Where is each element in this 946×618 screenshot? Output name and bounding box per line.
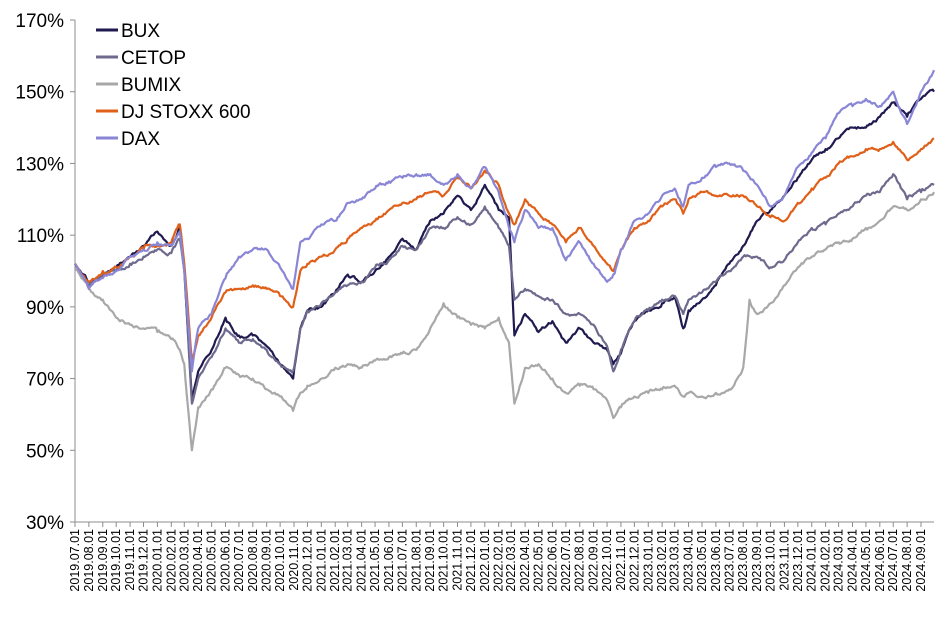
x-tick-label: 2024.08.01	[900, 529, 914, 592]
x-tick-label: 2023.04.01	[682, 529, 696, 592]
x-tick-label: 2019.08.01	[82, 529, 96, 592]
x-tick-label: 2019.10.01	[109, 529, 123, 592]
x-tick-label: 2020.12.01	[300, 529, 314, 592]
x-tick-label: 2023.06.01	[709, 529, 723, 592]
x-tick-label: 2021.01.01	[314, 529, 328, 592]
x-tick-label: 2024.01.01	[805, 529, 819, 592]
x-tick-label: 2022.09.01	[587, 529, 601, 592]
x-tick-label: 2021.05.01	[368, 529, 382, 592]
y-tick-label: 50%	[26, 441, 64, 462]
x-tick-label: 2023.02.01	[655, 529, 669, 592]
x-tick-label: 2020.07.01	[232, 529, 246, 592]
y-tick-label: 170%	[15, 11, 64, 32]
y-tick-label: 130%	[15, 154, 64, 175]
y-tick-label: 30%	[26, 513, 64, 534]
x-tick-label: 2021.02.01	[328, 529, 342, 592]
x-tick-label: 2023.12.01	[791, 529, 805, 592]
x-tick-label: 2023.09.01	[750, 529, 764, 592]
x-tick-label: 2022.10.01	[600, 529, 614, 592]
x-tick-label: 2019.07.01	[68, 529, 82, 592]
x-tick-label: 2022.03.01	[504, 529, 518, 592]
x-tick-label: 2021.06.01	[382, 529, 396, 592]
x-tick-label: 2024.09.01	[914, 529, 928, 592]
x-tick-label: 2024.04.01	[845, 529, 859, 592]
x-tick-label: 2023.05.01	[695, 529, 709, 592]
legend-label: BUMIX	[121, 75, 182, 96]
x-tick-label: 2024.03.01	[832, 529, 846, 592]
x-tick-label: 2021.11.01	[450, 529, 464, 591]
legend-label: BUX	[121, 21, 160, 42]
series-line-cetop	[74, 173, 935, 405]
x-tick-label: 2021.07.01	[395, 529, 409, 592]
x-tick-label: 2021.08.01	[409, 529, 423, 592]
x-tick-label: 2024.07.01	[886, 529, 900, 592]
x-tick-label: 2023.08.01	[736, 529, 750, 592]
series-line-bumix	[74, 191, 935, 452]
x-tick-label: 2020.01.01	[150, 529, 164, 592]
y-tick-label: 90%	[26, 298, 64, 319]
y-tick-label: 70%	[26, 370, 64, 391]
series-line-bux	[74, 88, 935, 402]
x-tick-label: 2021.09.01	[423, 529, 437, 592]
x-tick-label: 2022.07.01	[559, 529, 573, 592]
x-tick-label: 2020.10.01	[273, 529, 287, 592]
x-tick-label: 2020.08.01	[246, 529, 260, 592]
y-tick-label: 110%	[17, 226, 64, 247]
x-tick-label: 2020.06.01	[218, 529, 232, 592]
series-layer	[74, 69, 936, 452]
x-tick-label: 2024.05.01	[859, 529, 873, 592]
y-axis: 30% 50% 70% 90% 110% 130% 150% 170%	[15, 11, 76, 534]
x-tick-label: 2019.12.01	[137, 529, 151, 592]
x-tick-label: 2019.09.01	[96, 529, 110, 592]
x-tick-label: 2020.04.01	[191, 529, 205, 592]
x-tick-label: 2020.09.01	[260, 529, 274, 592]
x-tick-label: 2020.11.01	[287, 529, 301, 591]
x-tick-label: 2022.08.01	[573, 529, 587, 592]
x-tick-label: 2023.03.01	[668, 529, 682, 592]
legend-label: CETOP	[121, 48, 186, 69]
x-tick-label: 2024.02.01	[819, 529, 833, 592]
x-tick-label: 2022.06.01	[545, 529, 559, 592]
series-line-dax	[74, 69, 936, 373]
x-tick-label: 2020.03.01	[177, 529, 191, 592]
x-tick-label: 2020.02.01	[164, 529, 178, 592]
x-tick-label: 2022.01.01	[478, 529, 492, 592]
x-tick-label: 2020.05.01	[205, 529, 219, 592]
x-tick-label: 2022.12.01	[627, 529, 641, 592]
x-tick-label: 2019.11.01	[123, 529, 137, 591]
legend-label: DJ STOXX 600	[121, 102, 251, 123]
x-tick-label: 2022.04.01	[518, 529, 532, 592]
series-line-dj-stoxx-600	[74, 137, 935, 362]
x-axis: 2019.07.01 2019.08.01 2019.09.01 2019.10.01…	[68, 521, 934, 592]
y-tick-label: 150%	[15, 83, 64, 104]
x-tick-label: 2022.02.01	[492, 529, 506, 592]
x-tick-label: 2023.11.01	[777, 529, 791, 591]
x-tick-label: 2021.03.01	[341, 529, 355, 592]
x-tick-label: 2022.11.01	[614, 529, 628, 591]
x-tick-label: 2021.04.01	[355, 529, 369, 592]
x-tick-label: 2022.05.01	[532, 529, 546, 592]
legend: BUX CETOP BUMIX DJ STOXX 600 DAX	[96, 21, 251, 150]
x-tick-label: 2024.06.01	[873, 529, 887, 592]
x-tick-label: 2023.01.01	[641, 529, 655, 592]
x-tick-label: 2021.12.01	[464, 529, 478, 592]
x-tick-label: 2023.07.01	[722, 529, 736, 592]
x-tick-label: 2023.10.01	[764, 529, 778, 592]
x-tick-label: 2021.10.01	[437, 529, 451, 592]
legend-label: DAX	[121, 129, 160, 150]
